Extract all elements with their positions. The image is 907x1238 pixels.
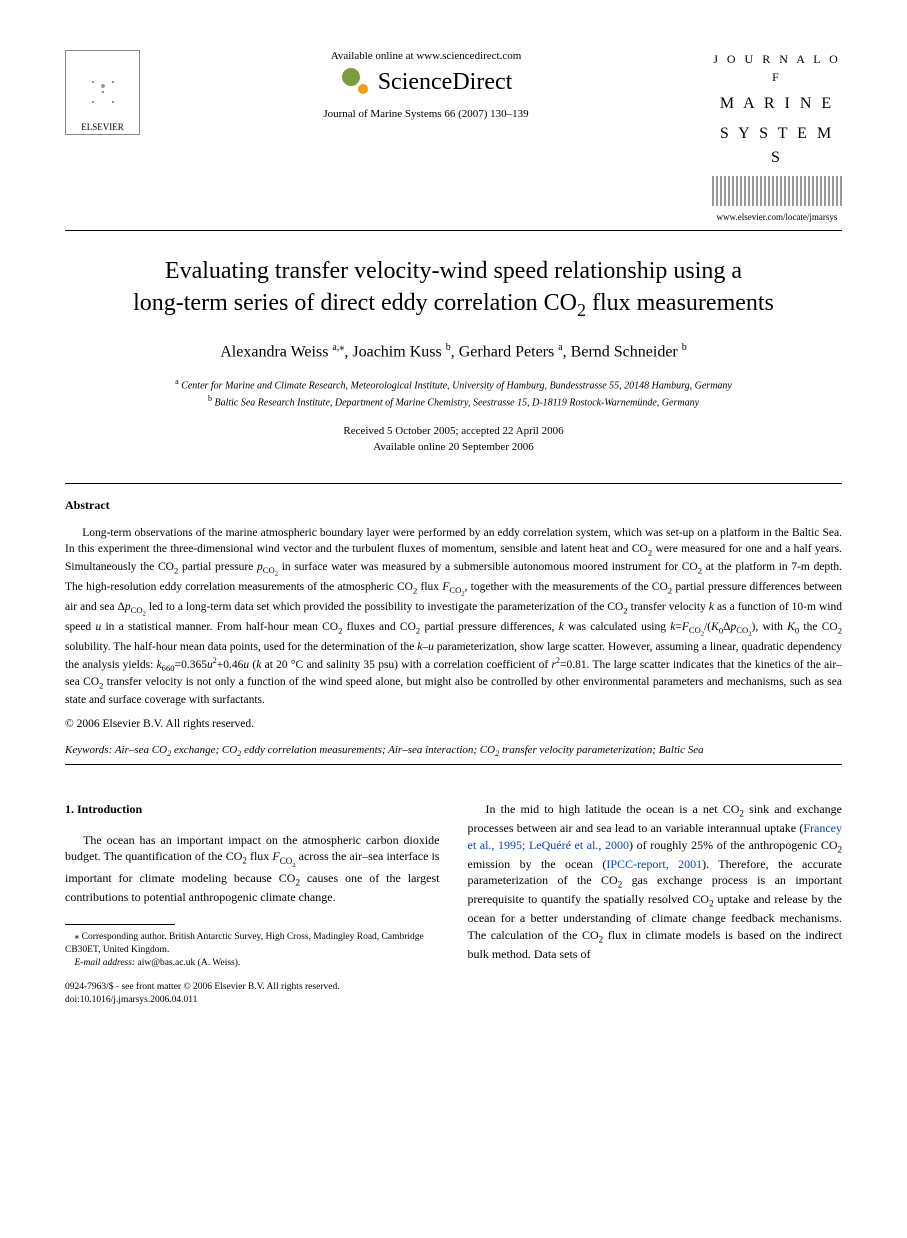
article-dates: Received 5 October 2005; accepted 22 Apr… xyxy=(65,424,842,455)
author-2-affil: b xyxy=(446,342,451,353)
section-1-heading: 1. Introduction xyxy=(65,801,440,818)
center-header: Available online at www.sciencedirect.co… xyxy=(140,50,712,120)
author-2: Joachim Kuss xyxy=(352,344,441,361)
author-3-affil: a xyxy=(558,342,562,353)
abstract-bottom-rule xyxy=(65,764,842,765)
abstract-top-rule xyxy=(65,483,842,484)
abstract-body: Long-term observations of the marine atm… xyxy=(65,525,842,707)
intro-paragraph-right: In the mid to high latitude the ocean is… xyxy=(468,801,843,963)
abstract-paragraph: Long-term observations of the marine atm… xyxy=(65,525,842,707)
available-online-text: Available online at www.sciencedirect.co… xyxy=(160,50,692,62)
header-rule xyxy=(65,230,842,231)
keywords-body: Air–sea CO2 exchange; CO2 eddy correlati… xyxy=(115,744,704,756)
copyright-line: © 2006 Elsevier B.V. All rights reserved… xyxy=(65,718,842,730)
left-column: 1. Introduction The ocean has an importa… xyxy=(65,801,440,1007)
elsevier-tree-icon xyxy=(73,62,133,122)
article-title: Evaluating transfer velocity-wind speed … xyxy=(65,255,842,322)
dates-online: Available online 20 September 2006 xyxy=(373,441,533,453)
email-address: aiw@bas.ac.uk xyxy=(137,958,195,968)
affiliations: a Center for Marine and Climate Research… xyxy=(65,376,842,411)
keywords-line: Keywords: Air–sea CO2 exchange; CO2 eddy… xyxy=(65,744,842,758)
footer-doi: doi:10.1016/j.jmarsys.2006.04.011 xyxy=(65,994,440,1007)
author-list: Alexandra Weiss a,⁎, Joachim Kuss b, Ger… xyxy=(65,342,842,361)
dates-received: Received 5 October 2005; accepted 22 Apr… xyxy=(343,425,563,437)
footnote-separator xyxy=(65,924,175,925)
title-sub: 2 xyxy=(577,300,586,320)
corresponding-author-footnote: ⁎ Corresponding author. British Antarcti… xyxy=(65,931,440,969)
right-column: In the mid to high latitude the ocean is… xyxy=(468,801,843,1007)
journal-cover-box: J O U R N A L O F M A R I N E S Y S T E … xyxy=(712,50,842,222)
author-4-affil: b xyxy=(682,342,687,353)
abstract-heading: Abstract xyxy=(65,498,842,513)
journal-name-line2: M A R I N E xyxy=(712,92,842,116)
author-1-star: ⁎ xyxy=(339,342,344,353)
page-header: ELSEVIER Available online at www.science… xyxy=(65,50,842,222)
author-4: Bernd Schneider xyxy=(571,344,678,361)
footer-line1: 0924-7963/$ - see front matter © 2006 El… xyxy=(65,981,440,994)
journal-decoration-icon xyxy=(712,176,842,206)
author-1: Alexandra Weiss xyxy=(220,344,328,361)
sciencedirect-swirl-icon xyxy=(340,66,372,98)
email-label: E-mail address: xyxy=(75,958,136,968)
title-line1: Evaluating transfer velocity-wind speed … xyxy=(165,258,742,284)
journal-url: www.elsevier.com/locate/jmarsys xyxy=(712,212,842,222)
intro-paragraph-left: The ocean has an important impact on the… xyxy=(65,832,440,906)
elsevier-label: ELSEVIER xyxy=(81,122,124,132)
title-line2: long-term series of direct eddy correlat… xyxy=(133,290,577,316)
journal-reference: Journal of Marine Systems 66 (2007) 130–… xyxy=(160,108,692,120)
footnote-email-line: E-mail address: aiw@bas.ac.uk (A. Weiss)… xyxy=(65,957,440,970)
affiliation-b: Baltic Sea Research Institute, Departmen… xyxy=(214,397,699,408)
journal-name-line3: S Y S T E M S xyxy=(712,122,842,170)
author-3: Gerhard Peters xyxy=(459,344,555,361)
journal-name-line1: J O U R N A L O F xyxy=(712,50,842,86)
email-name: (A. Weiss). xyxy=(198,958,241,968)
keywords-label: Keywords: xyxy=(65,744,112,756)
sciencedirect-logo: ScienceDirect xyxy=(160,66,692,98)
affiliation-a: Center for Marine and Climate Research, … xyxy=(181,380,732,391)
footer-block: 0924-7963/$ - see front matter © 2006 El… xyxy=(65,981,440,1007)
elsevier-logo: ELSEVIER xyxy=(65,50,140,135)
body-columns: 1. Introduction The ocean has an importa… xyxy=(65,801,842,1007)
footnote-corr: ⁎ Corresponding author. British Antarcti… xyxy=(65,931,440,957)
title-line2-end: flux measurements xyxy=(586,290,774,316)
sciencedirect-text: ScienceDirect xyxy=(378,69,513,96)
